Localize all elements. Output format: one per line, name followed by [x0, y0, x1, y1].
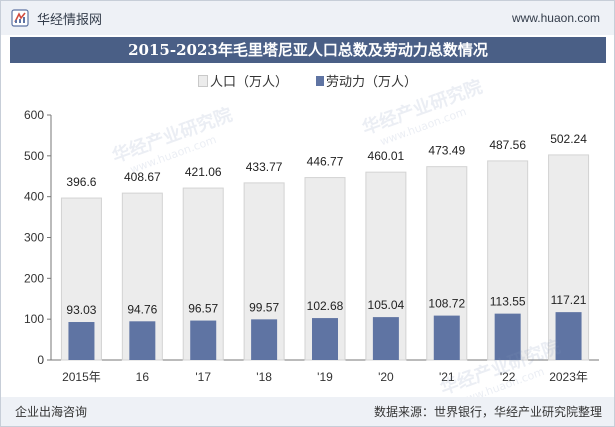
chart-legend: 人口（万人） 劳动力（万人） [1, 71, 614, 90]
data-label-population: 487.56 [489, 138, 526, 152]
legend-swatch-labor [316, 75, 324, 86]
brand-name: 华经情报网 [37, 12, 103, 28]
data-label-labor: 94.76 [127, 302, 157, 316]
y-tick-label: 500 [24, 149, 44, 163]
data-label-population: 502.24 [550, 132, 587, 146]
x-tick-label: '22 [500, 370, 516, 384]
huajing-logo-icon [11, 9, 29, 27]
bar-labor [68, 322, 95, 360]
data-label-population: 460.01 [368, 149, 405, 163]
bar-labor [312, 318, 338, 360]
data-label-population: 433.77 [246, 160, 283, 174]
site-url[interactable]: www.huaon.com [511, 11, 600, 25]
data-label-labor: 96.57 [188, 302, 218, 316]
legend-label-population: 人口（万人） [209, 75, 288, 90]
legend-item-population: 人口（万人） [197, 71, 288, 90]
bar-labor [555, 312, 582, 360]
x-tick-label: '20 [378, 370, 394, 384]
bar-labor [372, 317, 399, 360]
footer-bar: 企业出海咨询 数据来源：世界银行，华经产业研究院整理 [1, 397, 614, 426]
x-tick-label: '18 [256, 370, 272, 384]
bar-labor [433, 315, 460, 360]
x-tick-label: '17 [195, 370, 211, 384]
bar-labor [129, 321, 156, 360]
y-tick-label: 400 [24, 190, 44, 204]
chart-title: 2015-2023年毛里塔尼亚人口总数及劳动力总数情况 [10, 37, 606, 63]
x-tick-label: 2015年 [62, 370, 101, 384]
bar-labor [190, 320, 217, 360]
footer-left-text: 企业出海咨询 [15, 405, 88, 419]
brand[interactable]: 华经情报网 [11, 8, 102, 28]
data-label-labor: 102.68 [307, 299, 344, 313]
data-label-population: 473.49 [428, 144, 465, 158]
bar-labor [251, 319, 278, 360]
chart-plot: 0 100 200 300 400 500 600 396.6 93.03 2015年 408.67… [24, 108, 599, 384]
data-label-labor: 93.03 [66, 303, 96, 317]
data-label-population: 396.6 [66, 175, 96, 189]
data-label-labor: 105.04 [368, 298, 405, 312]
legend-swatch-population [197, 74, 208, 87]
y-tick-label: 300 [24, 231, 44, 245]
y-tick-label: 0 [37, 353, 44, 367]
data-label-labor: 113.55 [490, 295, 526, 309]
footer-source: 数据来源：世界银行，华经产业研究院整理 [373, 405, 602, 419]
data-label-labor: 108.72 [428, 297, 465, 311]
x-tick-label: 2023年 [549, 370, 588, 384]
data-label-population: 446.77 [307, 155, 344, 169]
bar-labor [494, 313, 521, 360]
data-label-labor: 99.57 [249, 300, 279, 314]
data-label-population: 421.06 [185, 165, 222, 179]
x-tick-label: '19 [317, 370, 333, 384]
header-bar: 华经情报网 www.huaon.com [1, 1, 614, 35]
x-tick-label: '21 [439, 370, 455, 384]
legend-item-labor: 劳动力（万人） [316, 71, 417, 90]
y-tick-label: 200 [24, 271, 44, 285]
y-tick-label: 600 [24, 108, 44, 122]
data-label-labor: 117.21 [551, 293, 587, 307]
data-label-population: 408.67 [124, 170, 161, 184]
x-tick-label: 16 [136, 370, 150, 384]
legend-label-labor: 劳动力（万人） [326, 75, 418, 90]
y-tick-label: 100 [24, 312, 44, 326]
